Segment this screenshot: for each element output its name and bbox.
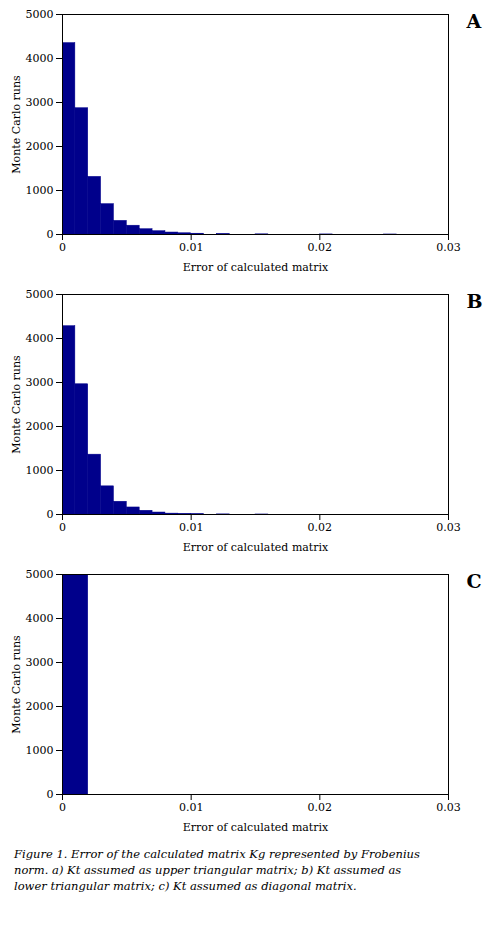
- svg-text:1000: 1000: [26, 464, 54, 477]
- svg-text:Monte Carlo runs: Monte Carlo runs: [10, 75, 23, 174]
- svg-text:2000: 2000: [26, 140, 54, 153]
- svg-text:0: 0: [59, 801, 66, 814]
- svg-text:2000: 2000: [26, 420, 54, 433]
- svg-text:4000: 4000: [26, 612, 54, 625]
- svg-text:0.02: 0.02: [308, 801, 333, 814]
- svg-text:Error of calculated matrix: Error of calculated matrix: [183, 541, 329, 554]
- svg-text:0: 0: [59, 241, 66, 254]
- svg-text:C: C: [467, 570, 482, 592]
- svg-text:4000: 4000: [26, 332, 54, 345]
- svg-text:0.03: 0.03: [436, 521, 461, 534]
- svg-text:0.03: 0.03: [436, 801, 461, 814]
- svg-text:0.02: 0.02: [308, 241, 333, 254]
- svg-text:3000: 3000: [26, 96, 54, 109]
- html-text:Figure 1. Error of the calcula: Figure 1. Error of the calculated matrix…: [14, 847, 420, 894]
- svg-text:3000: 3000: [26, 376, 54, 389]
- svg-text:A: A: [466, 10, 482, 32]
- svg-text:1000: 1000: [26, 744, 54, 757]
- svg-text:1000: 1000: [26, 184, 54, 197]
- svg-text:0: 0: [47, 228, 54, 241]
- svg-text:0.02: 0.02: [308, 521, 333, 534]
- svg-text:4000: 4000: [26, 52, 54, 65]
- svg-text:Error of calculated matrix: Error of calculated matrix: [183, 821, 329, 834]
- svg-text:0: 0: [47, 788, 54, 801]
- svg-text:Monte Carlo runs: Monte Carlo runs: [10, 355, 23, 454]
- svg-text:0.01: 0.01: [179, 241, 204, 254]
- svg-text:2000: 2000: [26, 700, 54, 713]
- svg-text:Monte Carlo runs: Monte Carlo runs: [10, 635, 23, 734]
- svg-text:5000: 5000: [26, 568, 54, 581]
- svg-text:5000: 5000: [26, 8, 54, 21]
- svg-text:3000: 3000: [26, 656, 54, 669]
- svg-text:Error of calculated matrix: Error of calculated matrix: [183, 261, 329, 274]
- svg-text:5000: 5000: [26, 288, 54, 301]
- svg-text:0: 0: [59, 521, 66, 534]
- svg-text:B: B: [467, 290, 483, 312]
- svg-text:0.03: 0.03: [436, 241, 461, 254]
- svg-text:0: 0: [47, 508, 54, 521]
- svg-text:0.01: 0.01: [179, 801, 204, 814]
- svg-text:0.01: 0.01: [179, 521, 204, 534]
